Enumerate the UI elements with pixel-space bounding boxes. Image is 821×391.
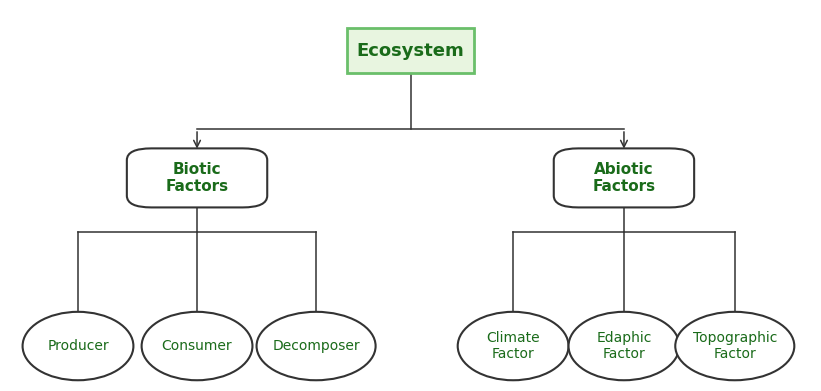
Ellipse shape — [141, 312, 253, 380]
Text: Biotic
Factors: Biotic Factors — [166, 162, 228, 194]
FancyBboxPatch shape — [347, 29, 475, 73]
Ellipse shape — [256, 312, 376, 380]
FancyBboxPatch shape — [554, 148, 695, 207]
Text: Climate
Factor: Climate Factor — [486, 331, 540, 361]
Ellipse shape — [569, 312, 680, 380]
Text: Decomposer: Decomposer — [273, 339, 360, 353]
Ellipse shape — [675, 312, 795, 380]
Text: Topographic
Factor: Topographic Factor — [693, 331, 777, 361]
Text: Consumer: Consumer — [162, 339, 232, 353]
Text: Ecosystem: Ecosystem — [356, 42, 465, 60]
Text: Producer: Producer — [47, 339, 109, 353]
Ellipse shape — [458, 312, 569, 380]
Text: Edaphic
Factor: Edaphic Factor — [596, 331, 652, 361]
FancyBboxPatch shape — [126, 148, 268, 207]
Text: Abiotic
Factors: Abiotic Factors — [593, 162, 655, 194]
Ellipse shape — [23, 312, 133, 380]
